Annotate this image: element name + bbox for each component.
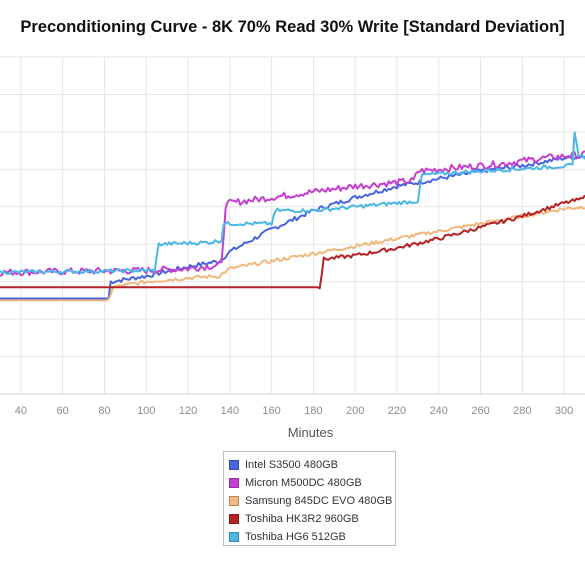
legend-item[interactable]: Samsung 845DC EVO 480GB — [229, 492, 395, 510]
legend-label: Toshiba HG6 512GB — [245, 531, 346, 543]
legend-swatch — [229, 460, 239, 470]
legend-label: Toshiba HK3R2 960GB — [245, 513, 359, 525]
x-axis-title: Minutes — [288, 425, 334, 440]
legend-swatch — [229, 496, 239, 506]
series-line — [0, 150, 585, 277]
x-tick-label: 280 — [513, 405, 531, 417]
legend-label: Micron M500DC 480GB — [245, 477, 362, 489]
x-tick-label: 200 — [346, 405, 364, 417]
x-axis-ticks: 40 60 80 100 120 140 160 180 200 220 240 260 280 300 — [15, 405, 574, 417]
x-tick-label: 240 — [430, 405, 448, 417]
legend-swatch — [229, 532, 239, 542]
legend-label: Intel S3500 480GB — [245, 459, 338, 471]
grid — [0, 56, 585, 395]
x-tick-label: 80 — [98, 405, 110, 417]
x-tick-label: 260 — [471, 405, 489, 417]
legend: Intel S3500 480GB Micron M500DC 480GB Sa… — [223, 451, 396, 546]
x-tick-label: 140 — [221, 405, 239, 417]
series-line — [0, 205, 585, 302]
legend-label: Samsung 845DC EVO 480GB — [245, 495, 393, 507]
x-tick-label: 100 — [137, 405, 155, 417]
legend-item[interactable]: Toshiba HK3R2 960GB — [229, 510, 395, 528]
legend-item[interactable]: Micron M500DC 480GB — [229, 474, 395, 492]
x-tick-label: 60 — [57, 405, 69, 417]
series-line — [0, 194, 585, 290]
series-line — [0, 131, 585, 275]
chart-title: Preconditioning Curve - 8K 70% Read 30% … — [20, 18, 565, 36]
x-tick-label: 300 — [555, 405, 573, 417]
legend-item[interactable]: Intel S3500 480GB — [229, 456, 395, 474]
x-tick-label: 220 — [388, 405, 406, 417]
series-lines — [0, 131, 585, 302]
x-tick-label: 180 — [304, 405, 322, 417]
x-tick-label: 40 — [15, 405, 27, 417]
series-line — [0, 155, 585, 300]
x-tick-label: 120 — [179, 405, 197, 417]
legend-swatch — [229, 478, 239, 488]
legend-swatch — [229, 514, 239, 524]
x-tick-label: 160 — [262, 405, 280, 417]
legend-item[interactable]: Toshiba HG6 512GB — [229, 528, 395, 546]
